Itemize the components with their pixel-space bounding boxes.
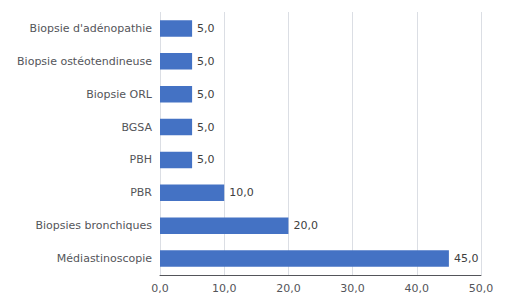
svg-text:30,0: 30,0 (340, 282, 365, 295)
svg-text:BGSA: BGSA (121, 121, 152, 134)
svg-text:5,0: 5,0 (197, 55, 215, 68)
svg-text:45,0: 45,0 (454, 252, 479, 265)
svg-text:Biopsies bronchiques: Biopsies bronchiques (35, 219, 152, 232)
svg-text:Biopsie ostéotendineuse: Biopsie ostéotendineuse (17, 55, 152, 68)
svg-text:Biopsie d'adénopathie: Biopsie d'adénopathie (30, 22, 153, 35)
svg-text:50,0: 50,0 (469, 282, 494, 295)
svg-text:10,0: 10,0 (212, 282, 237, 295)
svg-text:10,0: 10,0 (229, 186, 254, 199)
svg-text:5,0: 5,0 (197, 121, 215, 134)
svg-text:0,0: 0,0 (151, 282, 169, 295)
svg-text:PBR: PBR (130, 186, 152, 199)
svg-text:20,0: 20,0 (276, 282, 301, 295)
svg-text:PBH: PBH (130, 153, 152, 166)
svg-text:Médiastinoscopie: Médiastinoscopie (57, 252, 152, 265)
svg-text:40,0: 40,0 (405, 282, 430, 295)
svg-text:5,0: 5,0 (197, 22, 215, 35)
svg-text:20,0: 20,0 (293, 219, 318, 232)
svg-text:Biopsie ORL: Biopsie ORL (86, 88, 153, 101)
svg-text:5,0: 5,0 (197, 88, 215, 101)
svg-text:5,0: 5,0 (197, 153, 215, 166)
